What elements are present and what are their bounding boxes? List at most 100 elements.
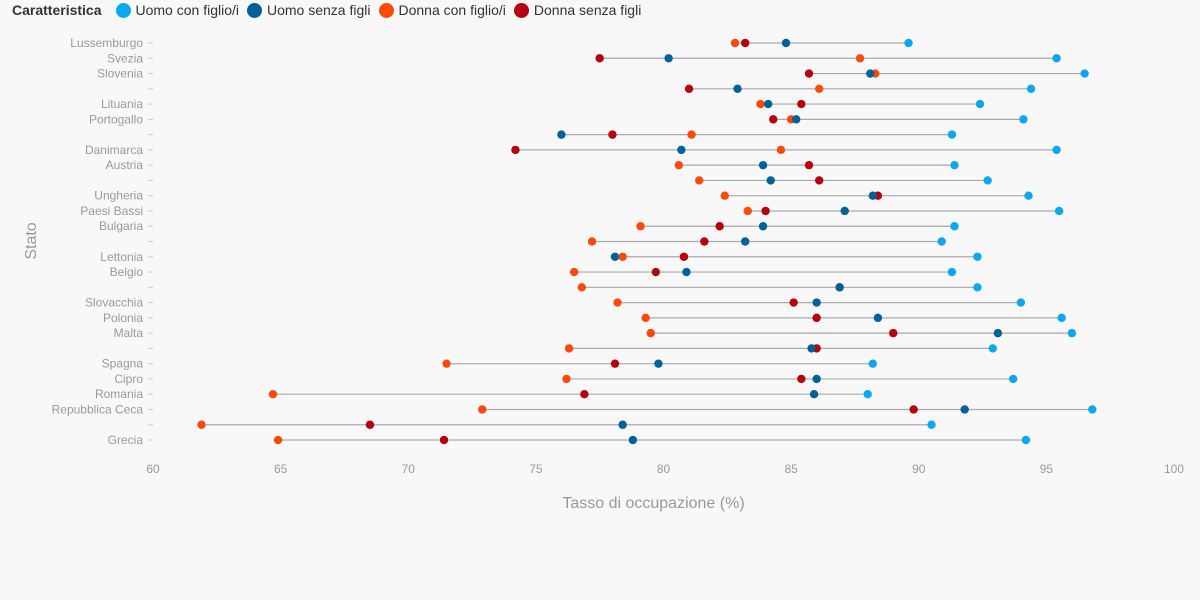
point-uomo-senza-figli [664, 54, 673, 63]
legend-swatch [378, 2, 394, 18]
x-tick-label: 95 [1040, 462, 1054, 476]
point-donna-con-figlio-i [577, 283, 587, 292]
point-donna-senza-figli [740, 38, 750, 48]
point-donna-senza-figli [610, 359, 620, 368]
point-uomo-senza-figli [610, 252, 620, 261]
point-donna-con-figlio-i [442, 359, 451, 368]
point-donna-con-figlio-i [646, 328, 655, 338]
x-tick-label: 65 [274, 462, 288, 476]
point-donna-senza-figli [909, 405, 918, 414]
point-uomo-con-figlio-i [988, 344, 997, 353]
point-donna-con-figlio-i [855, 54, 865, 63]
point-donna-senza-figli [511, 145, 520, 155]
x-tick-label: 75 [529, 462, 543, 476]
point-uomo-con-figlio-i [1054, 206, 1064, 216]
point-uomo-con-figlio-i [1024, 191, 1033, 200]
y-tick-label: Spagna [102, 357, 144, 371]
point-uomo-senza-figli [809, 390, 819, 399]
point-donna-senza-figli [812, 313, 821, 323]
point-uomo-con-figlio-i [1080, 69, 1089, 78]
point-donna-senza-figli [815, 176, 824, 185]
point-uomo-senza-figli [868, 191, 878, 200]
legend-swatch [115, 2, 131, 18]
point-uomo-con-figlio-i [1052, 145, 1061, 155]
y-axis-title: Stato [23, 222, 40, 259]
point-donna-senza-figli [789, 298, 798, 307]
y-tick-label: Lettonia [100, 250, 143, 264]
point-uomo-con-figlio-i [1026, 84, 1036, 94]
point-uomo-con-figlio-i [947, 130, 957, 139]
point-uomo-senza-figli [873, 313, 883, 323]
y-tick-label: Malta [114, 326, 144, 340]
y-tick-label: Repubblica Ceca [52, 402, 144, 416]
point-donna-senza-figli [804, 69, 814, 78]
point-donna-con-figlio-i [815, 84, 824, 94]
x-tick-label: 70 [402, 462, 416, 476]
legend-label: Uomo senza figli [267, 2, 371, 18]
point-uomo-senza-figli [740, 237, 750, 246]
x-tick-label: 100 [1164, 462, 1184, 476]
point-donna-senza-figli [365, 420, 375, 429]
point-uomo-con-figlio-i [947, 267, 957, 277]
point-donna-con-figlio-i [273, 435, 283, 445]
point-uomo-senza-figli [835, 283, 844, 292]
point-uomo-con-figlio-i [904, 38, 913, 48]
y-tick-label: Grecia [108, 433, 144, 447]
legend: Caratteristica Uomo con figlio/i Uomo se… [12, 1, 649, 19]
y-tick-label: Slovacchia [85, 296, 143, 310]
point-uomo-senza-figli [682, 267, 691, 277]
point-donna-senza-figli [797, 374, 806, 384]
point-uomo-senza-figli [781, 38, 791, 48]
legend-item-uomo-con-figli[interactable]: Uomo con figlio/i [115, 2, 239, 18]
point-donna-senza-figli [761, 206, 770, 216]
point-donna-con-figlio-i [569, 267, 579, 277]
y-tick-label: Belgio [110, 265, 144, 279]
point-uomo-con-figlio-i [1067, 328, 1077, 338]
point-uomo-senza-figli [840, 206, 849, 216]
point-uomo-senza-figli [807, 344, 816, 353]
point-uomo-senza-figli [677, 145, 686, 155]
point-uomo-senza-figli [758, 160, 768, 170]
point-donna-con-figlio-i [564, 344, 574, 353]
legend-swatch [247, 2, 262, 18]
point-donna-con-figlio-i [613, 298, 622, 307]
y-tick-label: Bulgaria [99, 219, 143, 233]
point-uomo-senza-figli [654, 359, 663, 368]
point-uomo-con-figlio-i [950, 222, 959, 231]
point-uomo-senza-figli [618, 420, 627, 429]
y-tick-label: Ungheria [94, 189, 143, 203]
y-tick-label: Polonia [103, 311, 143, 325]
point-donna-senza-figli [804, 160, 814, 170]
point-donna-senza-figli [679, 252, 689, 261]
y-tick-label: Paesi Bassi [80, 204, 143, 218]
point-uomo-con-figlio-i [863, 390, 872, 399]
point-donna-con-figlio-i [587, 237, 597, 246]
point-donna-con-figlio-i [776, 145, 786, 155]
point-uomo-senza-figli [557, 130, 566, 139]
legend-title: Caratteristica [12, 2, 102, 18]
point-donna-con-figlio-i [743, 206, 752, 216]
point-donna-con-figlio-i [641, 313, 650, 323]
point-donna-senza-figli [715, 222, 724, 231]
point-uomo-con-figlio-i [1008, 374, 1018, 384]
y-tick-label: Austria [106, 158, 144, 172]
point-uomo-con-figlio-i [927, 420, 936, 429]
legend-item-donna-senza-figli[interactable]: Donna senza figli [513, 2, 641, 18]
point-uomo-con-figlio-i [1019, 115, 1028, 124]
y-tick-label: Portogallo [89, 112, 143, 126]
point-donna-con-figlio-i [720, 191, 729, 200]
point-donna-con-figlio-i [695, 176, 704, 185]
point-donna-senza-figli [608, 130, 617, 139]
point-uomo-con-figlio-i [868, 359, 878, 368]
point-uomo-con-figlio-i [973, 283, 982, 292]
point-uomo-senza-figli [866, 69, 875, 78]
y-tick-label: Cipro [114, 372, 143, 386]
point-donna-con-figlio-i [268, 390, 278, 399]
legend-item-uomo-senza-figli[interactable]: Uomo senza figli [247, 2, 371, 18]
point-uomo-con-figlio-i [937, 237, 946, 246]
legend-item-donna-con-figli[interactable]: Donna con figlio/i [378, 2, 506, 18]
point-uomo-con-figlio-i [973, 252, 982, 261]
y-tick-label: Slovenia [97, 67, 143, 81]
x-tick-label: 85 [784, 462, 798, 476]
